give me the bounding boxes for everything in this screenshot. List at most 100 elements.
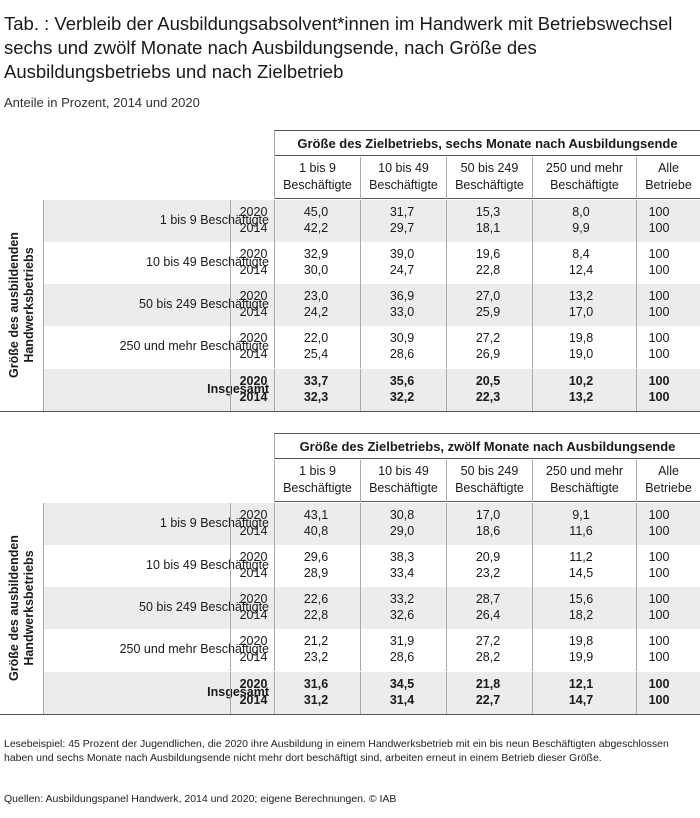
year-label: 2014 <box>239 305 268 319</box>
table-cell: 34,5 <box>389 677 415 691</box>
table-cell: 17,0 <box>475 508 501 522</box>
table-bottom-rule <box>0 714 700 715</box>
table-cell: 25,4 <box>303 347 329 361</box>
column-divider <box>230 200 231 242</box>
table-cell: 11,6 <box>569 524 593 538</box>
table-cell: 32,9 <box>303 247 329 261</box>
column-divider <box>274 545 275 587</box>
table-cell: 100 <box>648 221 670 235</box>
table-cell: 33,0 <box>389 305 415 319</box>
table-cell: 17,0 <box>568 305 594 319</box>
column-divider <box>274 284 275 326</box>
table-cell: 31,9 <box>389 634 415 648</box>
year-label: 2014 <box>239 390 268 404</box>
table-cell: 100 <box>648 650 670 664</box>
year-label: 2014 <box>239 608 268 622</box>
table-cell: 100 <box>648 374 670 388</box>
table-cell: 23,2 <box>303 650 329 664</box>
column-group-header: Größe des Zielbetriebs, zwölf Monate nac… <box>274 433 700 459</box>
table-cell: 33,2 <box>389 592 415 606</box>
table-cell: 100 <box>648 566 670 580</box>
column-divider <box>446 672 447 714</box>
table-row: 250 und mehr Beschäftigte 2020 2014 22,0 30,… <box>44 326 700 368</box>
column-divider <box>230 242 231 284</box>
column-header: 1 bis 9 Beschäftigte <box>274 460 360 502</box>
column-divider <box>532 369 533 411</box>
table-cell: 15,6 <box>568 592 594 606</box>
table-cell: 13,2 <box>568 390 594 404</box>
table-cell: 9,1 <box>572 508 590 522</box>
table-cell: 35,6 <box>389 374 415 388</box>
column-divider <box>446 326 447 368</box>
table-cell: 100 <box>648 247 670 261</box>
year-label: 2020 <box>239 247 268 261</box>
table-cell: 22,6 <box>303 592 329 606</box>
column-divider <box>230 629 231 671</box>
column-group-header-text: Größe des Zielbetriebs, zwölf Monate nac… <box>299 439 676 454</box>
table-row: Insgesamt 2020 2014 33,7 35,6 20,5 10,2 100 32,3… <box>44 369 700 411</box>
table-cell: 14,7 <box>568 693 594 707</box>
column-divider <box>446 200 447 242</box>
table-cell: 12,4 <box>568 263 594 277</box>
column-divider <box>636 629 637 671</box>
table-cell: 24,2 <box>303 305 329 319</box>
year-label: 2020 <box>239 508 268 522</box>
table-cell: 26,4 <box>475 608 501 622</box>
column-divider <box>274 629 275 671</box>
table-cell: 18,6 <box>475 524 501 538</box>
table-cell: 22,7 <box>475 693 501 707</box>
table-cell: 10,2 <box>568 374 594 388</box>
column-divider <box>532 629 533 671</box>
row-label: Insgesamt <box>207 685 269 699</box>
column-group-header: Größe des Zielbetriebs, sechs Monate nac… <box>274 130 700 156</box>
table-bottom-rule <box>0 411 700 412</box>
column-header: 10 bis 49 Beschäftigte <box>360 460 446 502</box>
year-label: 2014 <box>239 221 268 235</box>
year-label: 2014 <box>239 650 268 664</box>
row-axis-label: Größe des ausbildenden Handwerksbetriebs <box>7 535 36 681</box>
column-divider <box>532 503 533 545</box>
table-cell: 22,3 <box>475 390 501 404</box>
table-cell: 100 <box>648 634 670 648</box>
table-cell: 9,9 <box>572 221 590 235</box>
table-cell: 33,4 <box>389 566 415 580</box>
column-divider <box>360 545 361 587</box>
table-cell: 33,7 <box>303 374 329 388</box>
column-divider <box>636 672 637 714</box>
column-header: 10 bis 49 Beschäftigte <box>360 157 446 199</box>
table-cell: 31,4 <box>389 693 415 707</box>
column-divider <box>360 200 361 242</box>
column-divider <box>360 672 361 714</box>
column-divider <box>274 587 275 629</box>
column-divider <box>532 326 533 368</box>
table-cell: 24,7 <box>389 263 415 277</box>
table-cell: 100 <box>648 508 670 522</box>
column-header: 50 bis 249 Beschäftigte <box>446 157 532 199</box>
table-cell: 28,6 <box>389 650 415 664</box>
table-cell: 39,0 <box>389 247 415 261</box>
table-body: Größe des ausbildenden Handwerksbetriebs… <box>0 200 700 412</box>
table-cell: 19,8 <box>568 634 594 648</box>
table-cell: 27,0 <box>475 289 501 303</box>
table-cell: 13,2 <box>568 289 594 303</box>
table-cell: 23,2 <box>475 566 501 580</box>
column-divider <box>230 369 231 411</box>
column-divider <box>274 369 275 411</box>
column-divider <box>230 326 231 368</box>
column-divider <box>532 672 533 714</box>
column-header: 250 und mehr Beschäftigte <box>532 460 636 502</box>
year-label: 2020 <box>239 331 268 345</box>
column-divider <box>636 326 637 368</box>
table-cell: 8,4 <box>572 247 590 261</box>
table-cell: 100 <box>648 524 670 538</box>
table-cell: 38,3 <box>389 550 415 564</box>
column-divider <box>446 284 447 326</box>
table-cell: 43,1 <box>303 508 329 522</box>
table-cell: 30,9 <box>389 331 415 345</box>
table-cell: 31,6 <box>303 677 329 691</box>
table-cell: 19,8 <box>568 331 594 345</box>
row-label: 250 und mehr Beschäftigte <box>119 642 269 656</box>
table-cell: 100 <box>648 205 670 219</box>
column-divider <box>360 326 361 368</box>
column-divider <box>274 242 275 284</box>
